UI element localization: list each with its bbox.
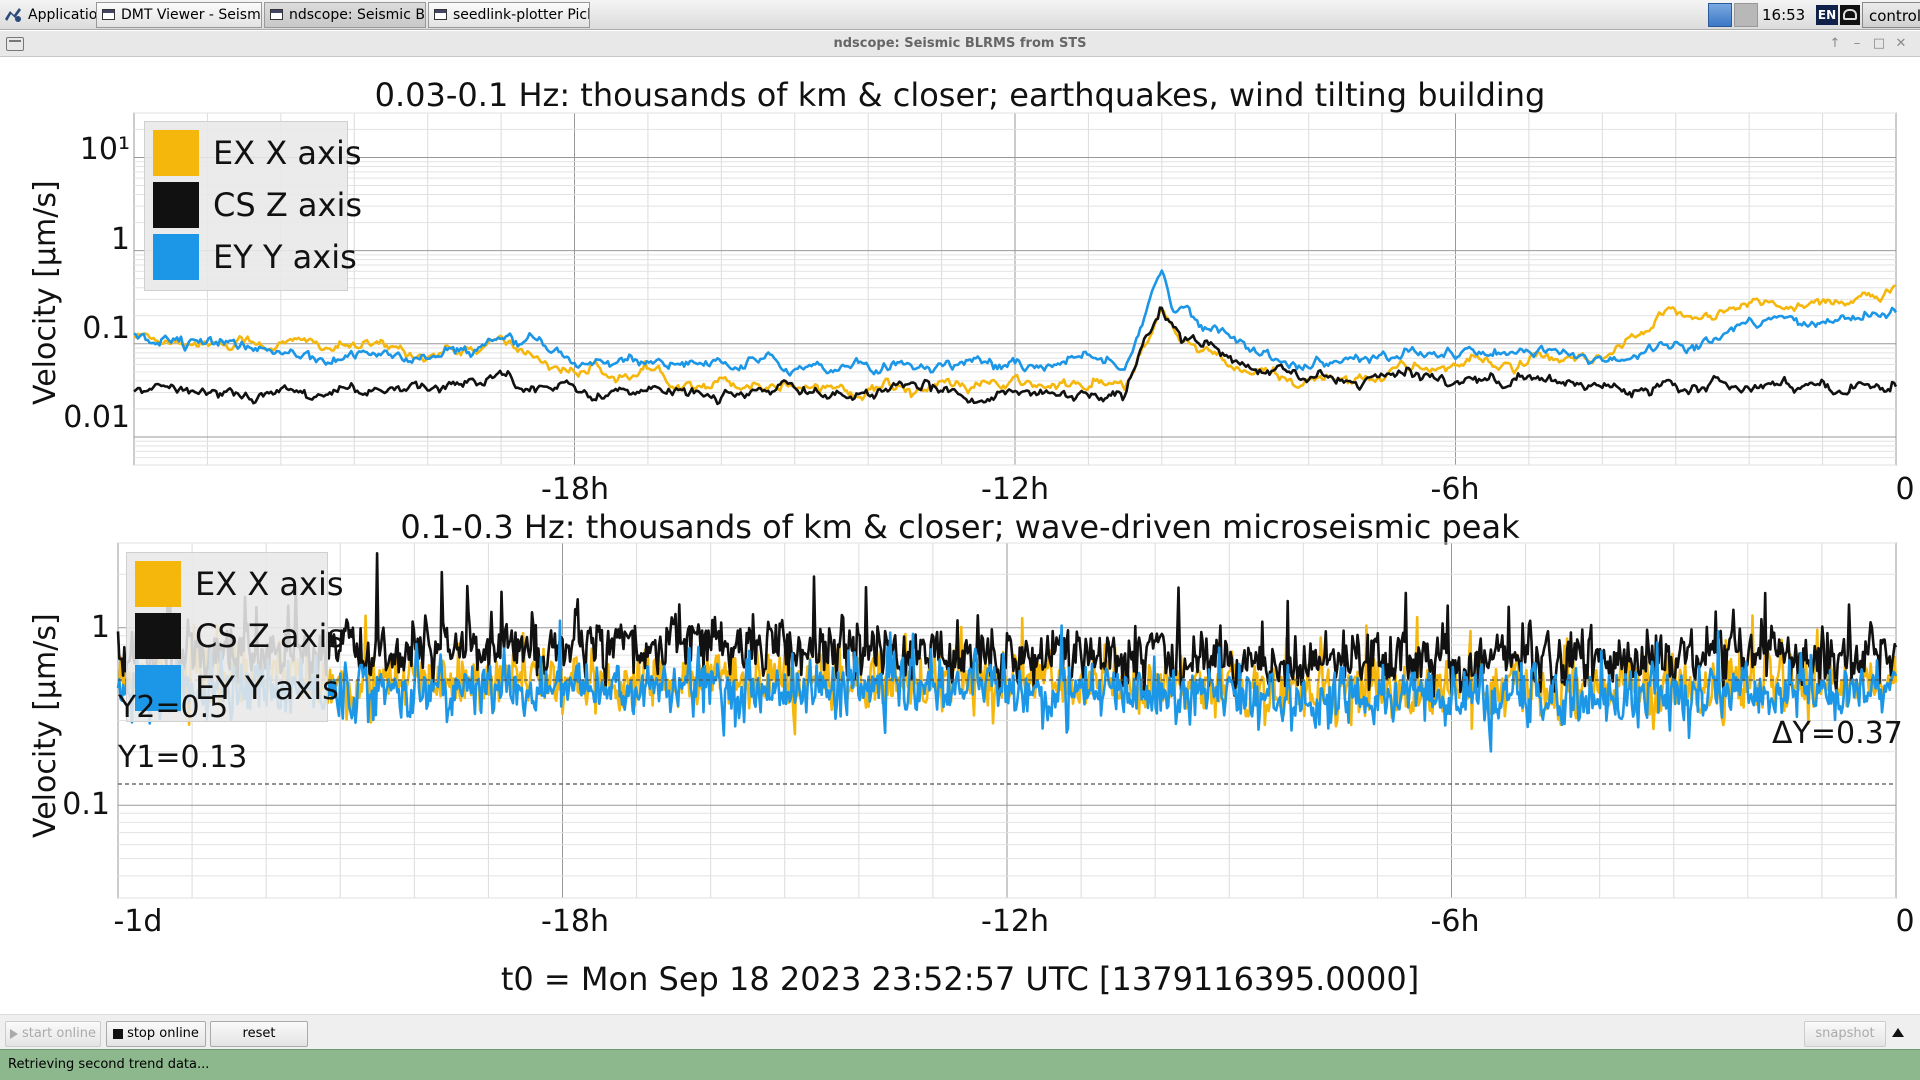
plot1-traces [133,269,1898,406]
plot2-ytick-1: 1 [90,610,110,645]
trace-ey [116,619,1898,753]
trace-ey [133,269,1898,377]
t0-label: t0 = Mon Sep 18 2023 23:52:57 UTC [13791… [500,960,1420,998]
cursor-delta-label: ΔY=0.37 [1772,716,1903,751]
network-icon[interactable] [1840,5,1860,25]
plot1-ytick-0-1: 0.1 [82,311,130,346]
legend-label-ey: EY Y axis [195,669,339,707]
window-icon [102,9,115,20]
clock: 16:53 [1762,6,1806,24]
snapshot-label: snapshot [1815,1026,1875,1041]
window-menu-icon[interactable] [6,37,24,51]
plot1-ytick-0-01: 0.01 [63,400,130,435]
plot1-xtick-18h: -18h [540,472,610,507]
plot2-xtick-1d: -1d [113,904,163,939]
reset-label: reset [242,1026,276,1041]
trace-cs [133,306,1898,406]
legend-label-cs: CS Z axis [195,617,345,655]
minimize-icon[interactable]: – [1853,36,1861,51]
legend-label-ex: EX X axis [213,134,362,172]
window-icon [434,9,447,20]
maximize-icon[interactable]: □ [1872,36,1886,51]
plot2-xtick-6h: -6h [1430,904,1480,939]
user-menu[interactable]: controls [1862,2,1920,28]
play-icon [9,1028,18,1039]
applications-label: Applications [28,7,114,23]
reset-button[interactable]: reset [210,1021,308,1047]
legend-swatch-ey [135,665,181,711]
plot1-xtick-6h: -6h [1430,472,1480,507]
control-bar: start online stop online reset snapshot [0,1014,1920,1052]
applications-icon [5,8,21,22]
close-icon[interactable]: ✕ [1895,36,1907,51]
window-titlebar: ndscope: Seismic BLRMS from STS ↑ – □ ✕ [0,31,1920,57]
legend-swatch-ex [135,561,181,607]
task-label: DMT Viewer - Seismic_F... [121,7,262,23]
plot2-traces [116,551,1898,753]
plot1-legend[interactable]: EX X axis CS Z axis EY Y axis [144,121,362,291]
plot2-legend[interactable]: EX X axis CS Z axis EY Y axis [126,552,344,722]
legend-swatch-ey [153,234,199,280]
window-icon [270,9,283,20]
applications-menu[interactable]: Applications [2,2,121,28]
plot1-title: 0.03-0.1 Hz: thousands of km & closer; e… [374,76,1546,114]
cursor-y1-label: Y1=0.13 [118,740,248,775]
stop-icon [113,1028,124,1039]
legend-swatch-cs [153,182,199,228]
status-bar: Retrieving second trend data... [0,1049,1920,1080]
legend-label-ey: EY Y axis [213,238,357,276]
start-online-button[interactable]: start online [5,1021,101,1047]
start-online-label: start online [21,1026,97,1041]
plot2-xtick-18h: -18h [540,904,610,939]
task-label: ndscope: Seismic BLRM... [289,7,425,23]
plot1-xtick-0: 0 [1895,472,1915,507]
trace-cs [116,551,1898,698]
plot2-title: 0.1-0.3 Hz: thousands of km & closer; wa… [400,508,1520,546]
plot1-xtick-12h: -12h [980,472,1050,507]
keyboard-layout-indicator[interactable]: EN [1816,5,1838,25]
task-dmt-viewer[interactable]: DMT Viewer - Seismic_F... [96,2,262,28]
window-title: ndscope: Seismic BLRMS from STS [833,36,1087,51]
legend-swatch-cs [135,613,181,659]
plot2-ytick-0-1: 0.1 [62,787,110,822]
plot1-ytick-1: 1 [110,222,130,257]
legend-label-ex: EX X axis [195,565,344,603]
task-ndscope[interactable]: ndscope: Seismic BLRM... [264,2,426,28]
plot2-xtick-12h: -12h [980,904,1050,939]
taskbar: Applications DMT Viewer - Seismic_F... n… [0,0,1920,30]
legend-label-cs: CS Z axis [213,186,363,224]
stop-online-label: stop online [127,1026,199,1041]
shade-icon[interactable]: ↑ [1829,36,1841,51]
expand-arrow-icon[interactable] [1892,1028,1904,1037]
task-seedlink-plotter[interactable]: seedlink-plotter Picket F... [428,2,590,28]
workspace-2-button[interactable] [1734,3,1758,27]
stop-online-button[interactable]: stop online [106,1021,206,1047]
plot2-xtick-0: 0 [1895,904,1915,939]
plot1-ytick-10: 10¹ [79,132,130,167]
plot2-grid [117,542,1897,899]
cursor-y2-label: Y2=0.5 [118,690,229,725]
legend-swatch-ex [153,130,199,176]
task-label: seedlink-plotter Picket F... [453,7,589,23]
snapshot-button[interactable]: snapshot [1804,1021,1886,1047]
workspace-1-button[interactable] [1708,3,1732,27]
